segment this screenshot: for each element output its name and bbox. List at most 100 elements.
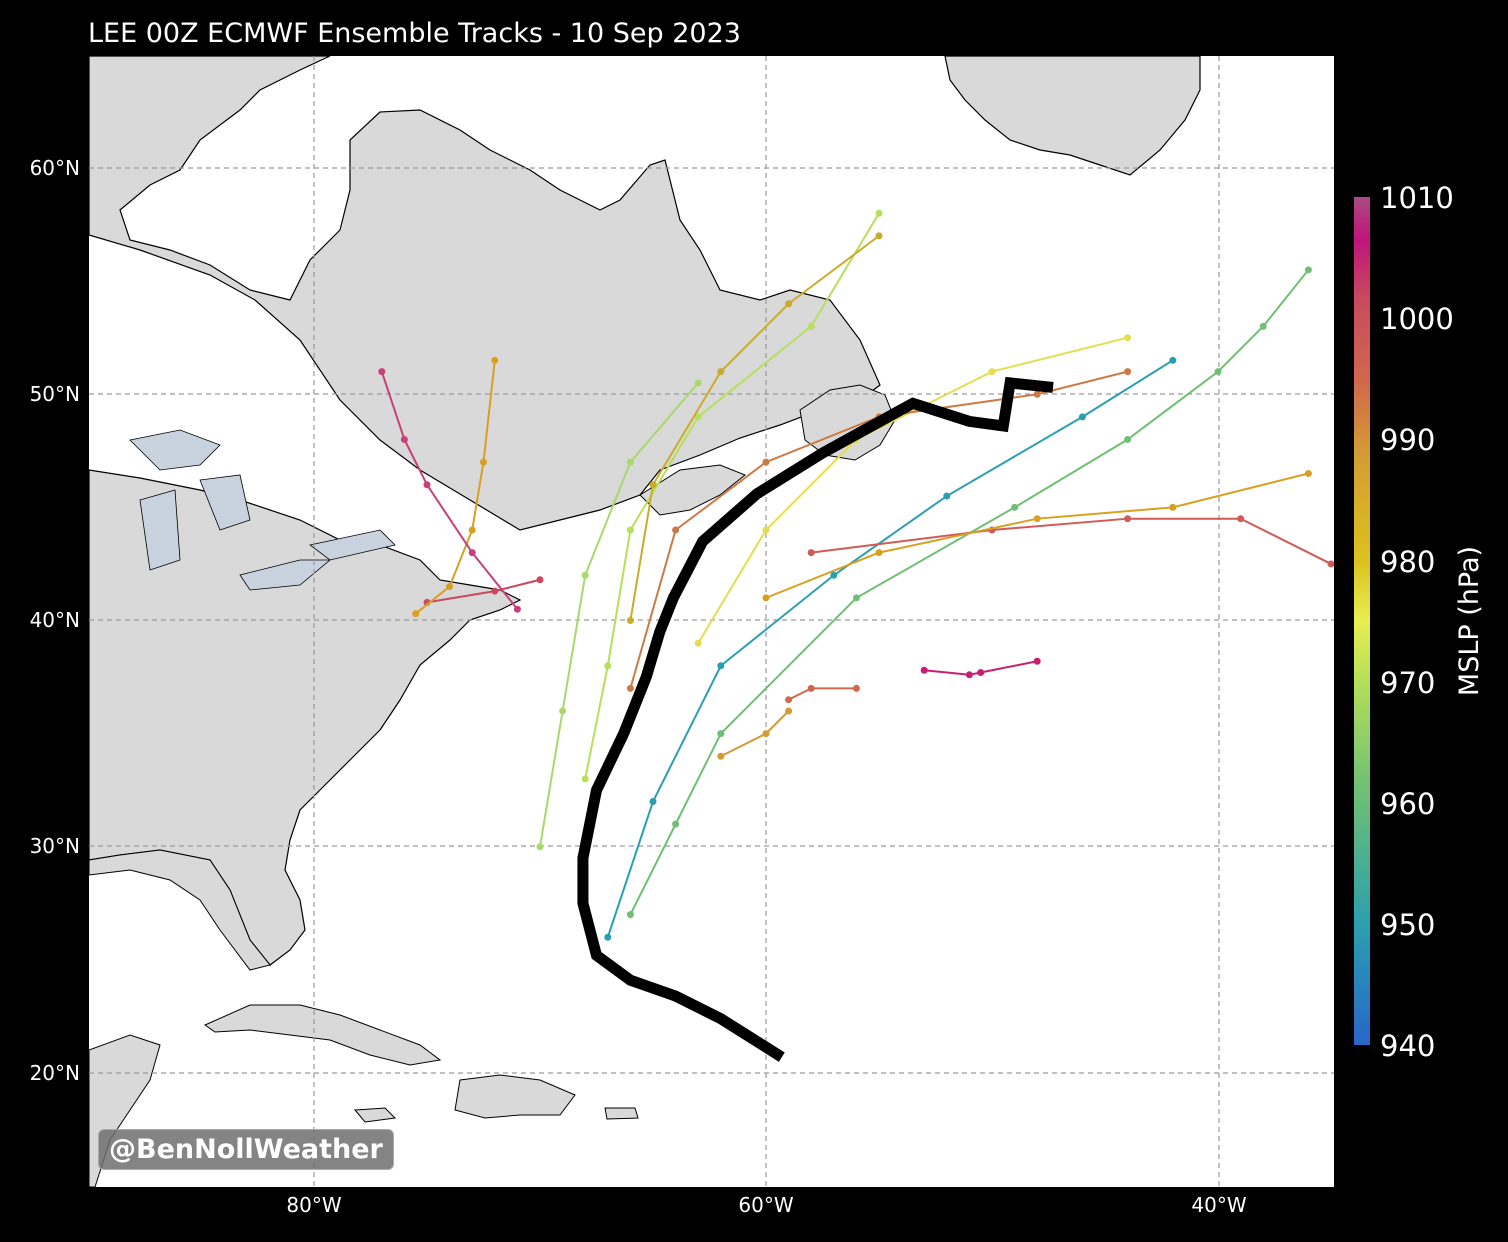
track-point xyxy=(412,610,420,618)
track-point xyxy=(1304,266,1312,274)
track-point xyxy=(468,549,476,557)
track-point xyxy=(626,526,634,534)
lat-label-50: 50°N xyxy=(30,382,80,406)
track-point xyxy=(988,368,996,376)
track-point xyxy=(762,594,770,602)
land-newfoundland xyxy=(799,384,896,461)
track-point xyxy=(1033,515,1041,523)
track-point xyxy=(626,911,634,919)
track-point xyxy=(626,458,634,466)
land-jamaica xyxy=(353,1107,397,1123)
track-point xyxy=(378,368,386,376)
track-point xyxy=(943,492,951,500)
land-hispaniola xyxy=(454,1074,576,1119)
ensemble-member-track xyxy=(584,212,880,780)
land-gulf-coast xyxy=(89,849,271,971)
track-point xyxy=(785,300,793,308)
lon-label-40w: 40°W xyxy=(1191,1193,1246,1217)
track-point xyxy=(513,605,521,613)
map-title: LEE 00Z ECMWF Ensemble Tracks - 10 Sep 2… xyxy=(88,18,741,49)
colorbar-gradient xyxy=(1354,197,1370,1045)
track-point xyxy=(604,662,612,670)
lat-label-40: 40°N xyxy=(30,608,80,632)
land-greenland xyxy=(944,56,1201,176)
watermark: @BenNollWeather xyxy=(98,1129,394,1170)
track-point xyxy=(875,209,883,217)
track-point xyxy=(875,232,883,240)
track-point xyxy=(559,707,567,715)
track-point xyxy=(423,481,431,489)
track-point xyxy=(649,481,657,489)
track-point xyxy=(852,684,860,692)
track-point xyxy=(626,617,634,624)
track-point xyxy=(965,671,973,679)
colorbar-tick-960: 960 xyxy=(1380,787,1435,821)
colorbar-label: MSLP (hPa) xyxy=(1454,546,1485,696)
track-point xyxy=(717,752,725,760)
track-point xyxy=(536,576,544,584)
track-point xyxy=(1033,390,1041,398)
track-point xyxy=(807,684,815,692)
track-point xyxy=(1214,368,1222,376)
track-point xyxy=(1011,503,1019,511)
track-point xyxy=(1327,560,1334,568)
lon-axis: 80°W 60°W 40°W xyxy=(286,1193,1246,1217)
track-point xyxy=(717,662,725,670)
track-point xyxy=(536,843,544,851)
track-point xyxy=(785,696,793,704)
land-layer xyxy=(89,56,1201,1187)
track-point xyxy=(717,730,725,738)
colorbar-tick-940: 940 xyxy=(1380,1029,1435,1063)
track-point xyxy=(1259,322,1267,330)
track-point xyxy=(830,571,838,579)
colorbar: 1010 1000 990 980 970 960 950 940 MSLP (… xyxy=(1354,181,1485,1063)
track-point xyxy=(920,666,928,674)
track-point xyxy=(694,639,702,647)
ensemble-member-track xyxy=(924,660,1038,676)
track-point xyxy=(626,684,634,692)
track-point xyxy=(762,730,770,738)
lon-label-80w: 80°W xyxy=(286,1193,341,1217)
lat-label-20: 20°N xyxy=(30,1061,80,1085)
track-point xyxy=(1078,413,1086,421)
lat-label-60: 60°N xyxy=(30,156,80,180)
land-north-america xyxy=(89,56,881,531)
land-cuba xyxy=(203,1004,442,1066)
colorbar-tick-980: 980 xyxy=(1380,545,1435,579)
track-point xyxy=(694,413,702,421)
track-point xyxy=(672,526,680,534)
ensemble-mean-track xyxy=(577,376,1054,1062)
track-point xyxy=(581,775,589,783)
track-point xyxy=(1169,356,1177,364)
track-point xyxy=(807,322,815,330)
lat-axis: 60°N 50°N 40°N 30°N 20°N xyxy=(30,156,80,1085)
lon-label-60w: 60°W xyxy=(738,1193,793,1217)
land-nova-scotia xyxy=(639,464,746,516)
track-point xyxy=(762,526,770,534)
track-point xyxy=(717,368,725,376)
track-point xyxy=(1124,436,1132,443)
track-point xyxy=(468,526,476,534)
track-point xyxy=(491,356,499,364)
track-point xyxy=(672,820,680,828)
track-point xyxy=(1124,368,1132,376)
lat-label-30: 30°N xyxy=(30,834,80,858)
track-point xyxy=(480,458,487,466)
track-point xyxy=(762,458,770,466)
track-point xyxy=(400,436,408,443)
colorbar-tick-1000: 1000 xyxy=(1380,302,1454,336)
track-point xyxy=(446,583,454,591)
track-point xyxy=(491,587,499,595)
track-point xyxy=(977,669,985,677)
colorbar-tick-990: 990 xyxy=(1380,423,1435,457)
track-point xyxy=(1124,334,1132,342)
track-point xyxy=(1033,657,1041,665)
colorbar-tick-970: 970 xyxy=(1380,666,1435,700)
great-lakes xyxy=(129,429,396,591)
colorbar-tick-1010: 1010 xyxy=(1380,181,1454,215)
ensemble-tracks xyxy=(378,209,1334,1062)
track-point xyxy=(604,933,612,941)
track-point xyxy=(581,571,589,579)
track-point xyxy=(1304,469,1312,477)
